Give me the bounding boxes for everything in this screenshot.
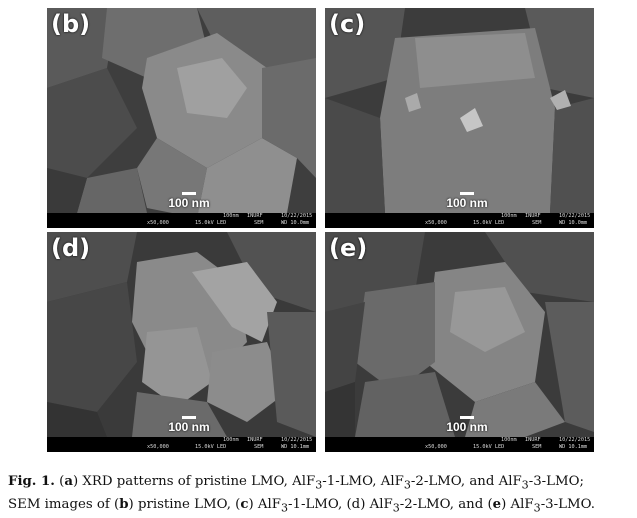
sem-micrograph-c — [325, 8, 594, 228]
caption-line-1: Fig. 1. (a) XRD patterns of pristine LMO… — [8, 472, 632, 495]
scale-bar: 100 nm — [437, 416, 497, 434]
date-text: 10/22/2015 — [281, 437, 313, 443]
voltage-text: 15.0kV LED — [473, 444, 505, 450]
figure-number: Fig. 1. — [8, 474, 55, 489]
instrument-text: INURF — [525, 437, 541, 443]
sem-image-e: (e) 100 nm 100nm INURF 10/22/2015 x50,000 1… — [325, 232, 594, 452]
scale-bar-line — [182, 192, 196, 195]
magnification-text: x50,000 — [147, 220, 169, 226]
panel-label: (d) — [51, 234, 91, 262]
caption-letter: c — [240, 496, 249, 512]
unit-text: 100nm — [223, 437, 239, 443]
sem-micrograph-b — [47, 8, 316, 228]
magnification-text: x50,000 — [425, 220, 447, 226]
magnification-text: x50,000 — [425, 444, 447, 450]
mode-text: SEM — [254, 220, 264, 226]
sem-image-d: (d) 100 nm 100nm INURF 10/22/2015 x50,000 1… — [47, 232, 316, 452]
sem-info-bar: 100nm INURF 10/22/2015 x50,000 15.0kV LED SE… — [325, 213, 594, 228]
caption-line-2: SEM images of (b) pristine LMO, (c) AlF3… — [8, 495, 632, 518]
wd-text: WD 10.1mm — [281, 444, 310, 450]
caption-text: -1-LMO, (d) AlF — [288, 496, 393, 512]
sem-info-bar: 100nm INURF 10/22/2015 x50,000 15.0kV LED SE… — [325, 437, 594, 452]
caption-text: ) AlF — [248, 496, 281, 512]
subscript: 3 — [403, 478, 411, 492]
panel-label: (e) — [329, 234, 368, 262]
scale-bar-line — [460, 192, 474, 195]
date-text: 10/22/2015 — [559, 437, 591, 443]
voltage-text: 15.0kV LED — [195, 220, 227, 226]
magnification-text: x50,000 — [147, 444, 169, 450]
subscript: 3 — [392, 501, 400, 515]
instrument-text: INURF — [525, 213, 541, 219]
subscript: 3 — [521, 478, 529, 492]
caption-letter: a — [64, 474, 73, 489]
unit-text: 100nm — [223, 213, 239, 219]
caption-text: ) AlF — [501, 496, 534, 512]
caption-text: -1-LMO, AlF — [322, 474, 404, 489]
caption-letter: e — [492, 496, 502, 512]
scale-label: 100 nm — [446, 196, 488, 210]
subscript: 3 — [280, 501, 289, 515]
scale-bar: 100 nm — [159, 192, 219, 210]
subscript: 3 — [315, 478, 323, 492]
date-text: 10/22/2015 — [559, 213, 591, 219]
scale-label: 100 nm — [168, 420, 210, 434]
scale-label: 100 nm — [446, 420, 488, 434]
caption-text: SEM images of ( — [8, 496, 120, 512]
panel-label: (c) — [329, 10, 366, 38]
scale-bar: 100 nm — [437, 192, 497, 210]
sem-image-b: (b) 100 nm 100nm INURF 10/22/2015 x50,000 1… — [47, 8, 316, 228]
figure-caption: Fig. 1. (a) XRD patterns of pristine LMO… — [8, 472, 632, 517]
caption-text: ) XRD patterns of pristine LMO, AlF — [73, 474, 316, 489]
unit-text: 100nm — [501, 213, 517, 219]
sem-micrograph-d — [47, 232, 316, 452]
mode-text: SEM — [532, 220, 542, 226]
caption-letter: b — [119, 496, 129, 512]
caption-text: -3-LMO; — [528, 474, 585, 489]
sem-micrograph-e — [325, 232, 594, 452]
caption-text: ) pristine LMO, ( — [128, 496, 241, 512]
caption-text: -2-LMO, and AlF — [410, 474, 522, 489]
wd-text: WD 10.0mm — [559, 220, 588, 226]
mode-text: SEM — [532, 444, 542, 450]
scale-bar: 100 nm — [159, 416, 219, 434]
voltage-text: 15.0kV LED — [473, 220, 505, 226]
voltage-text: 15.0kV LED — [195, 444, 227, 450]
date-text: 10/22/2015 — [281, 213, 313, 219]
caption-text: -2-LMO, and ( — [399, 496, 493, 512]
instrument-text: INURF — [247, 437, 263, 443]
scale-label: 100 nm — [168, 196, 210, 210]
sem-info-bar: 100nm INURF 10/22/2015 x50,000 15.0kV LED SE… — [47, 213, 316, 228]
wd-text: WD 10.0mm — [281, 220, 310, 226]
caption-text: ( — [59, 474, 65, 489]
sem-info-bar: 100nm INURF 10/22/2015 x50,000 15.0kV LED SE… — [47, 437, 316, 452]
sem-image-c: (c) 100 nm 100nm INURF 10/22/2015 x50,000 1… — [325, 8, 594, 228]
caption-text: -3-LMO. — [540, 496, 595, 512]
wd-text: WD 10.1mm — [559, 444, 588, 450]
subscript: 3 — [533, 501, 541, 515]
scale-bar-line — [460, 416, 474, 419]
scale-bar-line — [182, 416, 196, 419]
panel-label: (b) — [51, 10, 91, 38]
instrument-text: INURF — [247, 213, 263, 219]
mode-text: SEM — [254, 444, 264, 450]
unit-text: 100nm — [501, 437, 517, 443]
